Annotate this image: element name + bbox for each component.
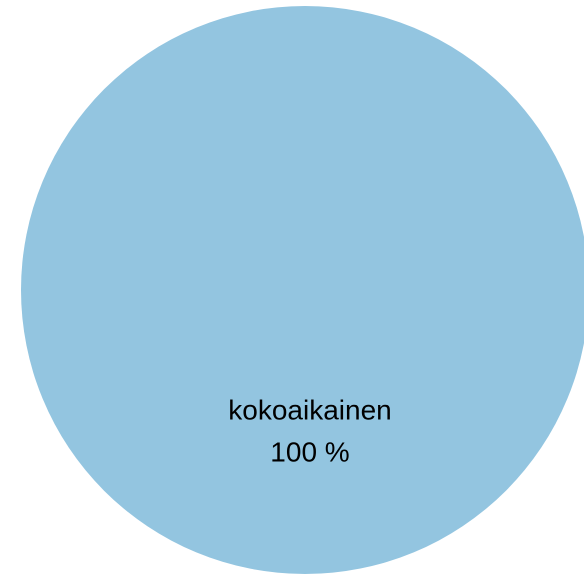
category-label: kokoaikainen xyxy=(228,394,391,425)
pie-slice xyxy=(21,6,584,574)
value-label: 100 % xyxy=(270,436,349,467)
